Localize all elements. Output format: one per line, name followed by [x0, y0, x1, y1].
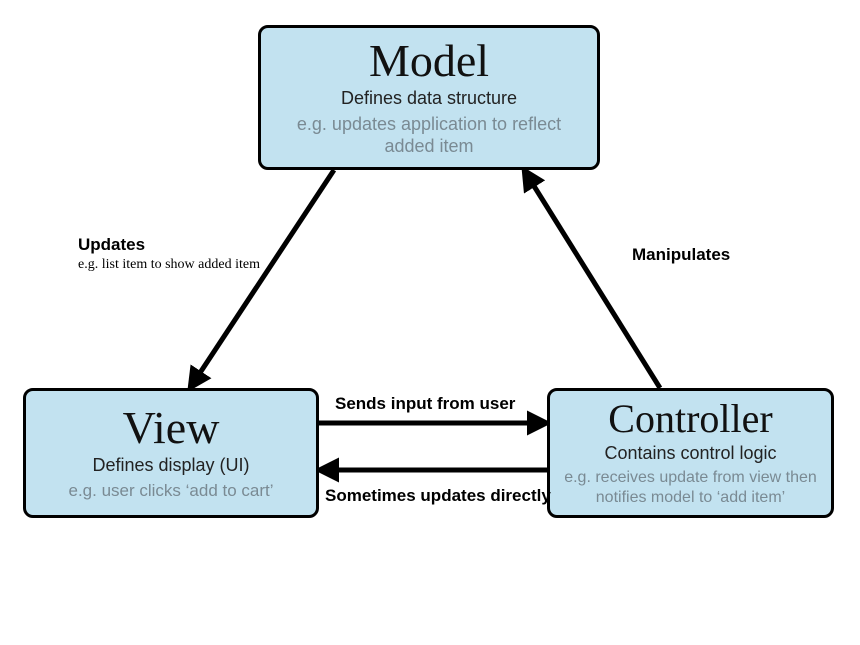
label-model-to-view: Updates e.g. list item to show added ite… [78, 235, 260, 273]
node-view: View Defines display (UI) e.g. user clic… [23, 388, 319, 518]
node-model-example: e.g. updates application to reflect adde… [271, 113, 587, 158]
node-model-subtitle: Defines data structure [271, 88, 587, 109]
node-model: Model Defines data structure e.g. update… [258, 25, 600, 170]
label-view-to-controller: Sends input from user [335, 394, 515, 414]
node-controller-title: Controller [560, 399, 821, 439]
label-controller-to-view-text: Sometimes updates directly [325, 486, 551, 506]
label-view-to-controller-text: Sends input from user [335, 394, 515, 414]
edge-controller-to-model [524, 170, 660, 388]
label-model-to-view-example: e.g. list item to show added item [78, 257, 260, 273]
node-model-title: Model [271, 38, 587, 84]
label-controller-to-model-text: Manipulates [632, 245, 730, 265]
node-view-subtitle: Defines display (UI) [36, 455, 306, 476]
node-controller-example: e.g. receives update from view then noti… [560, 468, 821, 508]
node-view-example: e.g. user clicks ‘add to cart’ [36, 480, 306, 501]
node-controller: Controller Contains control logic e.g. r… [547, 388, 834, 518]
edge-model-to-view [190, 170, 334, 388]
node-controller-subtitle: Contains control logic [560, 443, 821, 464]
label-controller-to-model: Manipulates [632, 245, 730, 265]
label-model-to-view-text: Updates [78, 235, 260, 255]
label-controller-to-view: Sometimes updates directly [325, 486, 551, 506]
diagram-canvas: Model Defines data structure e.g. update… [0, 0, 860, 645]
node-view-title: View [36, 405, 306, 451]
